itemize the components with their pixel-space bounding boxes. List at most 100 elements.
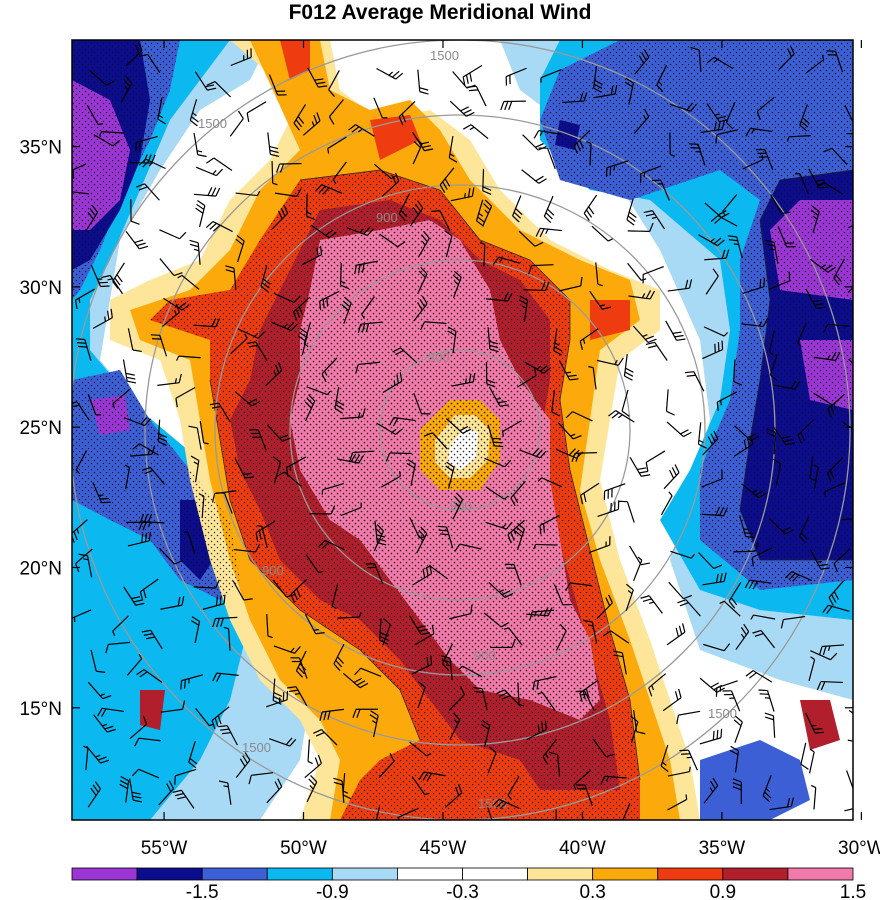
wind-barb (797, 419, 815, 444)
wind-barb (764, 712, 776, 738)
wind-barb (272, 456, 282, 484)
wind-barb (699, 728, 723, 745)
wind-barb (765, 239, 779, 264)
contour-label: 900 (376, 210, 398, 225)
wind-barb (798, 516, 810, 544)
wind-barb (777, 226, 796, 248)
wind-barb (306, 194, 316, 221)
wind-barb (129, 778, 143, 803)
wind-barb (301, 245, 323, 266)
wind-barb (542, 738, 557, 765)
wind-barb (122, 359, 137, 384)
wind-barb (135, 135, 158, 152)
wind-barb (274, 188, 302, 197)
wind-barb (573, 129, 591, 155)
wind-barb (727, 235, 743, 259)
wind-barb (766, 428, 776, 455)
x-tick-label: 40°W (559, 838, 606, 859)
wind-barb (621, 389, 630, 417)
wind-barb (444, 230, 453, 258)
wind-barb (112, 262, 125, 289)
wind-barb (112, 615, 129, 636)
wind-barb (271, 204, 289, 230)
wind-barb (772, 458, 782, 486)
wind-barb (290, 657, 308, 679)
wind-barb (715, 128, 739, 144)
wind-barb (354, 667, 382, 677)
wind-barb (417, 681, 426, 709)
wind-barb (810, 205, 820, 233)
wind-barb (271, 161, 278, 186)
wind-barb (444, 784, 463, 808)
wind-barb (266, 424, 291, 442)
wind-barb (769, 353, 778, 382)
y-axis: 35°N 30°N 25°N 20°N 15°N (20, 138, 853, 720)
wind-barb (575, 690, 595, 711)
wind-barb (523, 281, 550, 292)
colorbar-swatch (266, 867, 333, 881)
wind-barb (823, 323, 850, 333)
wind-barb (669, 102, 697, 112)
wind-barb (218, 780, 232, 805)
wind-barb (467, 85, 487, 107)
wind-barb (375, 806, 381, 820)
wind-barb (722, 690, 741, 712)
wind-barb (287, 686, 308, 707)
wind-barb (608, 410, 635, 423)
wind-barb (630, 715, 639, 743)
wind-barb (480, 719, 491, 748)
wind-barb (809, 549, 830, 570)
wind-barb (555, 623, 567, 651)
contour-label: 1500 (242, 740, 271, 755)
wind-barb (175, 386, 196, 408)
wind-barb (75, 450, 88, 475)
wind-barb (507, 775, 520, 800)
colorbar-swatch (201, 867, 268, 881)
wind-barb (632, 325, 657, 343)
wind-barb (365, 563, 384, 585)
wind-barb (571, 452, 597, 463)
wind-barb (437, 525, 454, 549)
wind-barb (452, 492, 464, 520)
wind-barb (665, 320, 686, 341)
wind-barb (462, 64, 483, 86)
wind-barb (593, 66, 603, 93)
wind-barb (823, 147, 848, 165)
wind-barb (83, 745, 89, 771)
wind-barb (305, 554, 324, 574)
wind-barb (229, 110, 244, 137)
wind-barb (596, 357, 624, 366)
wind-barb (706, 56, 734, 70)
colorbar-swatch (331, 867, 398, 881)
wind-barb (518, 295, 529, 323)
x-tick-label: 45°W (420, 838, 467, 859)
wind-barb (398, 100, 416, 126)
wind-barb (382, 172, 400, 197)
wind-barb (716, 391, 738, 412)
wind-barb (844, 808, 853, 812)
wind-barb (810, 650, 838, 661)
wind-barb (123, 416, 152, 427)
wind-barb (313, 729, 338, 746)
wind-barb (212, 672, 239, 682)
wind-barb (397, 807, 419, 820)
wind-barb (266, 778, 283, 804)
wind-barb (487, 807, 493, 820)
wind-barb (157, 373, 182, 386)
wind-barb (172, 789, 195, 809)
wind-barb (174, 768, 197, 785)
wind-barb (519, 447, 547, 459)
wind-barb (276, 471, 302, 487)
wind-barb (376, 422, 403, 435)
wind-barb (626, 198, 637, 226)
wind-barb (414, 624, 435, 646)
wind-barb (591, 225, 613, 242)
plot-frame (71, 39, 854, 821)
wind-barb (848, 710, 853, 714)
field-blue-se (700, 740, 810, 820)
wind-barb (822, 604, 850, 614)
wind-barb (302, 112, 321, 136)
wind-barb (134, 737, 161, 747)
wind-barb (805, 288, 826, 310)
wind-barb (273, 292, 301, 303)
